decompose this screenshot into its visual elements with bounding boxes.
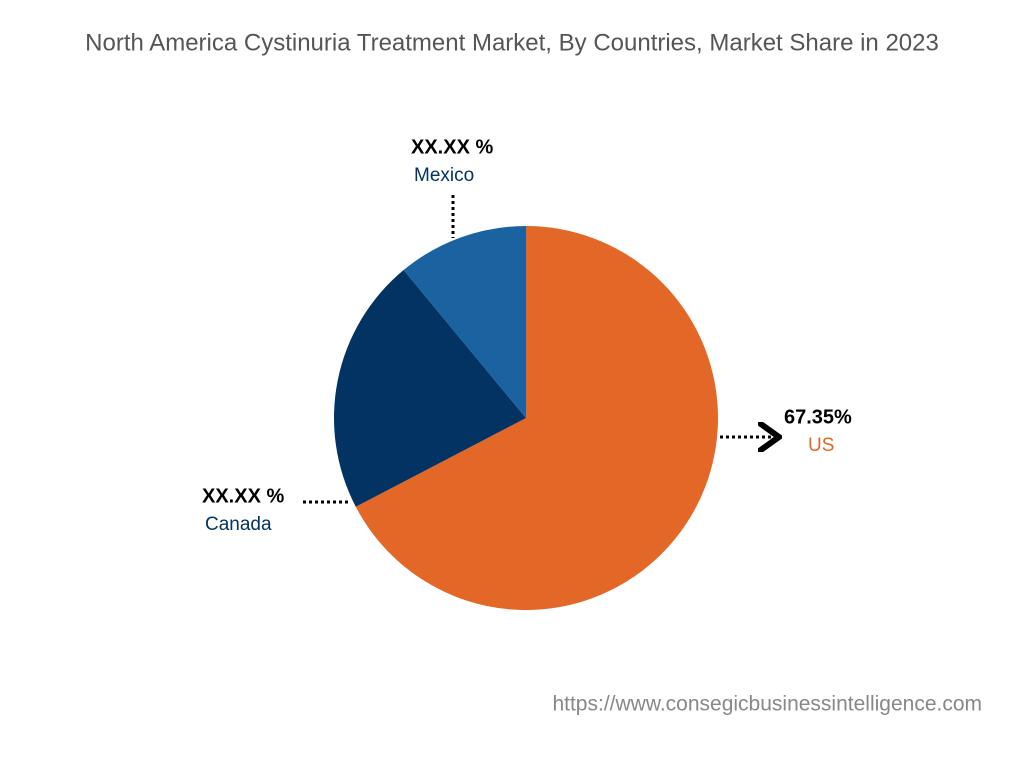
leaders <box>303 195 776 504</box>
source-url: https://www.consegicbusinessintelligence… <box>552 693 982 716</box>
data-label: 67.35% <box>784 406 852 428</box>
category-label: Canada <box>205 514 272 535</box>
category-label: US <box>808 435 834 456</box>
data-label: XX.XX % <box>202 485 284 507</box>
chart-title: North America Cystinuria Treatment Marke… <box>85 29 939 56</box>
data-label: XX.XX % <box>411 136 493 158</box>
category-label: Mexico <box>414 165 474 186</box>
pie-slice <box>355 226 718 610</box>
pie-slice <box>403 226 526 418</box>
pie-slice <box>334 270 526 507</box>
